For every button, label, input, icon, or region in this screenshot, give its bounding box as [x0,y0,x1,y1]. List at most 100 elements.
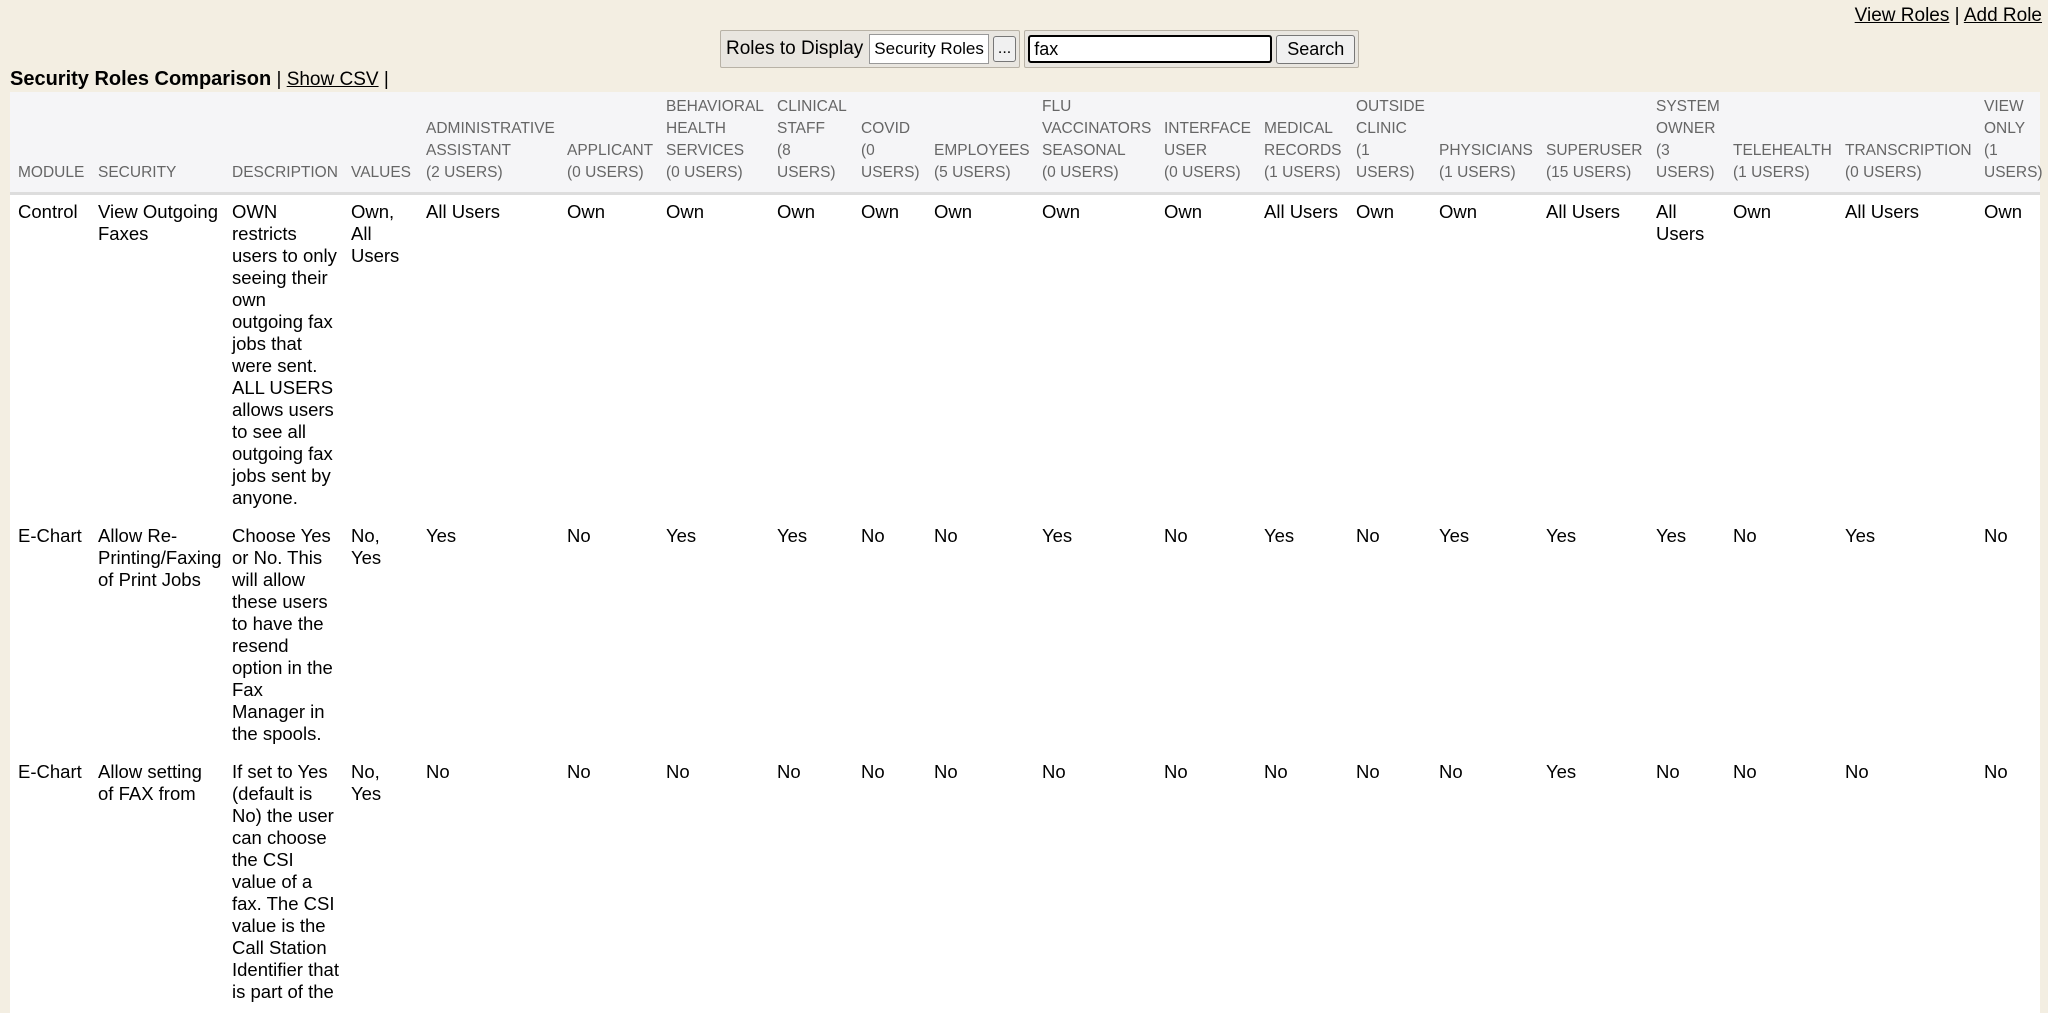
role-cell: Yes [1264,525,1295,546]
role-users: (15 USERS) [1546,164,1632,181]
module-cell: Control [18,201,78,222]
role-cell: Yes [1546,761,1577,782]
role-name: EMPLOYEES [934,142,1030,159]
role-users: (2 USERS) [426,164,503,181]
column-header: DESCRIPTION [224,92,343,195]
role-cell: No [1733,525,1757,546]
role-name: CLINICAL STAFF [777,98,847,137]
toolbar: Roles to Display Security Roles ... fax … [720,30,1360,68]
search-button[interactable]: Search [1276,34,1356,64]
role-cell: Yes [1546,525,1577,546]
role-cell: No [1356,525,1380,546]
role-cell: Yes [777,525,808,546]
role-header: BEHAVIORAL HEALTH SERVICES (0 USERS) [658,92,769,195]
role-cell: Own [1733,201,1772,222]
roles-label: Roles to Display [726,38,864,59]
role-cell: No [567,525,591,546]
role-header: VIEW ONLY (1 USERS) [1976,92,2043,195]
title-bar: Security Roles Comparison | Show CSV | [10,68,389,90]
description-cell: Choose Yes or No. This will allow these … [232,525,333,744]
role-header: FLU VACCINATORS SEASONAL (0 USERS) [1034,92,1156,195]
role-header: TELEHEALTH (1 USERS) [1725,92,1837,195]
role-cell: No [934,525,958,546]
role-users: (1 USERS) [1733,164,1810,181]
role-cell: Own [1042,201,1081,222]
role-cell: Yes [426,525,457,546]
search-input[interactable]: fax [1028,35,1273,63]
role-cell: No [1733,761,1757,782]
role-name: TRANSCRIPTION [1845,142,1972,159]
role-header: TRANSCRIPTION (0 USERS) [1837,92,1976,195]
roles-table: MODULE SECURITY DESCRIPTION VALUES ADMINISTR… [10,92,2043,1013]
role-cell: Own [1164,201,1203,222]
role-cell: Own [1356,201,1395,222]
role-cell: All Users [1656,201,1705,244]
role-header: SUPERUSER (15 USERS) [1538,92,1648,195]
role-cell: No [1845,761,1869,782]
role-cell: No [1984,525,2008,546]
role-header: EMPLOYEES (5 USERS) [926,92,1034,195]
role-cell: Yes [1042,525,1073,546]
role-cell: Own [666,201,705,222]
role-users: (3 USERS) [1656,142,1715,181]
role-header: APPLICANT (0 USERS) [559,92,658,195]
role-header: INTERFACE USER (0 USERS) [1156,92,1256,195]
role-users: (8 USERS) [777,142,836,181]
roles-select[interactable]: Security Roles [869,34,989,64]
add-role-link[interactable]: Add Role [1963,5,2042,26]
role-name: PHYSICIANS [1439,142,1533,159]
role-cell: Own [861,201,900,222]
role-cell: No [567,761,591,782]
csv-link[interactable]: Show CSV [286,69,379,90]
page: View Roles | Add Role Roles to Display S… [10,5,2043,1013]
role-cell: No [861,525,885,546]
role-name: SUPERUSER [1546,142,1643,159]
role-users: (0 USERS) [1042,164,1119,181]
role-cell: Yes [1656,525,1687,546]
role-users: (0 USERS) [861,142,920,181]
role-name: INTERFACE USER [1164,120,1251,159]
role-cell: No [777,761,801,782]
module-cell: E-Chart [18,761,82,782]
header-row: MODULE SECURITY DESCRIPTION VALUES ADMINISTR… [10,92,2043,195]
table-row: E-Chart Allow setting of FAX from If set t… [10,755,2040,1013]
role-cell: Own [1984,201,2023,222]
role-cell: All Users [1546,201,1621,222]
role-cell: No [1264,761,1288,782]
role-cell: No [934,761,958,782]
role-cell: Own [777,201,816,222]
role-name: COVID [861,120,911,137]
role-users: (0 USERS) [567,164,644,181]
role-cell: Yes [666,525,697,546]
role-cell: Own [567,201,606,222]
values-cell: Own, All Users [351,201,400,266]
role-header: OUTSIDE CLINIC (1 USERS) [1348,92,1431,195]
role-header: ADMINISTRATIVE ASSISTANT (2 USERS) [418,92,559,195]
top-links: View Roles | Add Role [1854,5,2042,26]
role-cell: No [861,761,885,782]
role-cell: All Users [1845,201,1920,222]
values-cell: No, Yes [351,525,382,568]
role-users: (0 USERS) [666,164,743,181]
role-users: (1 USERS) [1356,142,1415,181]
security-cell: Allow Re-Printing/Faxing of Print Jobs [98,525,222,590]
role-users: (5 USERS) [934,164,1011,181]
role-users: (1 USERS) [1984,142,2043,181]
role-name: BEHAVIORAL HEALTH SERVICES [666,98,764,159]
role-name: FLU VACCINATORS SEASONAL [1042,98,1152,159]
roles-group: Roles to Display Security Roles ... [720,30,1021,68]
role-cell: No [1439,761,1463,782]
role-header: SYSTEM OWNER (3 USERS) [1648,92,1725,195]
role-header: COVID (0 USERS) [853,92,926,195]
role-name: VIEW ONLY [1984,98,2026,137]
role-name: OUTSIDE CLINIC [1356,98,1425,137]
role-name: ADMINISTRATIVE ASSISTANT [426,120,555,159]
security-cell: Allow setting of FAX from [98,761,202,804]
role-cell: Yes [1439,525,1470,546]
view-roles-link[interactable]: View Roles [1854,5,1950,26]
roles-button[interactable]: ... [992,36,1017,62]
values-cell: No, Yes [351,761,382,804]
role-cell: No [1042,761,1066,782]
role-users: (0 USERS) [1164,164,1241,181]
page-title: Security Roles Comparison [10,68,272,90]
